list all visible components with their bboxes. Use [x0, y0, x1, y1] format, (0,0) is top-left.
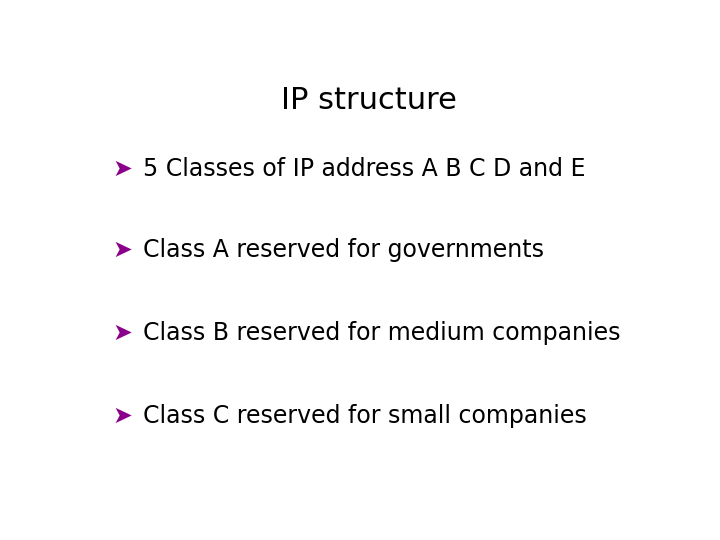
Text: 5 Classes of IP address A B C D and E: 5 Classes of IP address A B C D and E: [143, 157, 585, 181]
Text: ➤: ➤: [112, 404, 132, 428]
Text: Class A reserved for governments: Class A reserved for governments: [143, 238, 544, 262]
Text: IP structure: IP structure: [281, 85, 457, 114]
Text: ➤: ➤: [112, 321, 132, 345]
Text: ➤: ➤: [112, 238, 132, 262]
Text: Class C reserved for small companies: Class C reserved for small companies: [143, 404, 587, 428]
Text: Class B reserved for medium companies: Class B reserved for medium companies: [143, 321, 621, 345]
Text: ➤: ➤: [112, 157, 132, 181]
